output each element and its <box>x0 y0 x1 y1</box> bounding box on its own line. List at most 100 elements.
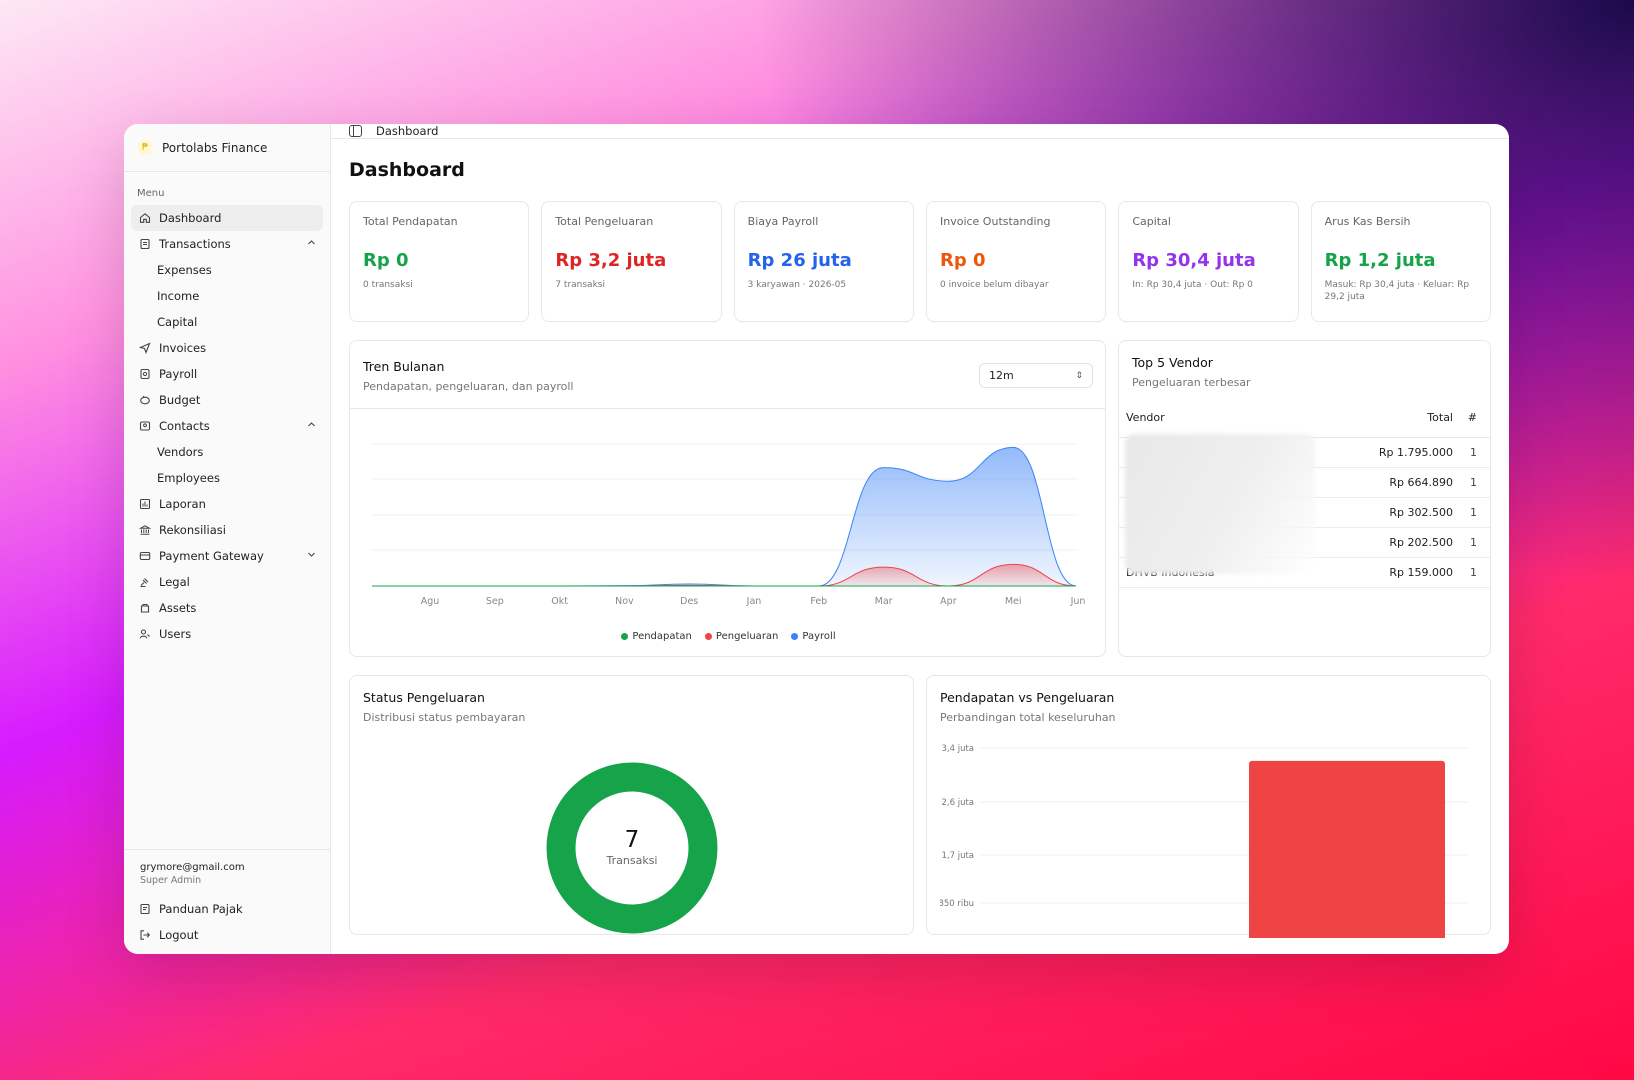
kpi-sub: 7 transaksi <box>555 280 605 290</box>
range-select-value: 12m <box>989 369 1014 382</box>
chevron-down-icon[interactable] <box>307 550 316 562</box>
y-tick-label: Rp 3,4 juta <box>940 744 974 754</box>
sidebar-item-assets[interactable]: Assets <box>131 595 323 621</box>
kpi-card-biaya-payroll: Biaya Payroll Rp 26 juta 3 karyawan · 20… <box>733 201 914 322</box>
donut-ring[interactable] <box>546 762 718 934</box>
status-subtitle: Distribusi status pembayaran <box>363 711 526 724</box>
vendor-count: 1 <box>1460 527 1490 558</box>
user-email[interactable]: grymore@gmail.com <box>140 862 245 873</box>
sidebar-item-panduan-pajak[interactable]: Panduan Pajak <box>131 896 323 922</box>
sidebar-item-label: Users <box>159 627 192 641</box>
x-tick-label: Feb <box>810 596 827 607</box>
sidebar-item-income[interactable]: Income <box>157 289 200 303</box>
series-area-pengeluaran[interactable] <box>372 564 1076 586</box>
trend-subtitle: Pendapatan, pengeluaran, dan payroll <box>363 380 574 393</box>
sidebar: ₱ Portolabs Finance Menu Dashboard Trans… <box>124 124 331 954</box>
bar-pengeluaran[interactable] <box>1249 760 1445 938</box>
sidebar-item-payment-gateway[interactable]: Payment Gateway <box>131 543 323 569</box>
sidebar-item-label: Panduan Pajak <box>159 902 243 916</box>
redaction-blur <box>1125 434 1315 574</box>
vendor-total: Rp 664.890 <box>1302 467 1460 498</box>
sidebar-item-rekonsiliasi[interactable]: Rekonsiliasi <box>131 517 323 543</box>
sidebar-item-logout[interactable]: Logout <box>131 922 323 948</box>
kpi-sub: 3 karyawan · 2026-05 <box>747 280 847 290</box>
kpi-title: Biaya Payroll <box>747 215 819 228</box>
sidebar-item-dashboard[interactable]: Dashboard <box>131 205 323 231</box>
x-tick-label: Jan <box>746 596 762 607</box>
kpi-value: Rp 30,4 juta <box>1132 250 1256 271</box>
pvp-chart: Rp 3,4 juta Rp 2,6 juta Rp 1,7 juta Rp 850 … <box>940 744 1468 938</box>
donut-value: 7 <box>625 827 640 853</box>
trend-card: Tren Bulanan Pendapatan, pengeluaran, da… <box>349 340 1106 657</box>
x-tick-label: Jun <box>1070 596 1086 607</box>
x-tick-label: Nov <box>615 596 634 607</box>
x-tick-label: Des <box>680 596 698 607</box>
box-icon <box>138 602 151 615</box>
trend-title: Tren Bulanan <box>363 359 445 374</box>
brand[interactable]: ₱ Portolabs Finance <box>124 124 330 172</box>
legend-item-payroll[interactable]: Payroll <box>791 631 836 642</box>
kpi-card-total-pendapatan: Total Pendapatan Rp 0 0 transaksi <box>349 201 530 322</box>
sidebar-item-users[interactable]: Users <box>131 621 323 647</box>
legend-item-pendapatan[interactable]: Pendapatan <box>621 631 692 642</box>
sidebar-item-budget[interactable]: Budget <box>131 387 323 413</box>
sidebar-item-employees[interactable]: Employees <box>157 471 220 485</box>
chevron-up-icon[interactable] <box>307 420 316 432</box>
x-tick-label: Sep <box>486 596 504 607</box>
sidebar-item-transactions[interactable]: Transactions <box>131 231 323 257</box>
kpi-row: Total Pendapatan Rp 0 0 transaksi Total … <box>349 201 1491 322</box>
series-area-payroll[interactable] <box>372 447 1076 586</box>
scale-icon <box>138 576 151 589</box>
sidebar-item-label: Logout <box>159 928 199 942</box>
pvp-subtitle: Perbandingan total keseluruhan <box>940 711 1116 724</box>
sidebar-nav: Dashboard Transactions Expenses Income C… <box>124 205 330 647</box>
sidebar-item-contacts[interactable]: Contacts <box>131 413 323 439</box>
payroll-icon <box>138 368 151 381</box>
sidebar-item-vendors[interactable]: Vendors <box>157 445 204 459</box>
y-tick-label: Rp 1,7 juta <box>940 851 974 861</box>
sidebar-item-label: Assets <box>159 601 197 615</box>
chevron-updown-icon: ⇕ <box>1075 370 1083 381</box>
sidebar-footer: grymore@gmail.com Super Admin Panduan Pa… <box>124 849 330 954</box>
status-title: Status Pengeluaran <box>363 690 485 705</box>
vendor-count: 1 <box>1460 557 1490 588</box>
sidebar-item-invoices[interactable]: Invoices <box>131 335 323 361</box>
send-icon <box>138 342 151 355</box>
sidebar-toggle-icon[interactable] <box>349 125 362 137</box>
sidebar-item-legal[interactable]: Legal <box>131 569 323 595</box>
sidebar-item-capital[interactable]: Capital <box>157 315 198 329</box>
trend-legend: Pendapatan Pengeluaran Payroll <box>350 631 1107 642</box>
piggy-bank-icon <box>138 394 151 407</box>
breadcrumb[interactable]: Dashboard <box>376 124 439 138</box>
range-select[interactable]: 12m ⇕ <box>979 363 1093 388</box>
user-role: Super Admin <box>140 875 202 886</box>
sidebar-item-label: Payroll <box>159 367 198 381</box>
contacts-icon <box>138 420 151 433</box>
top-vendor-card: Top 5 Vendor Pengeluaran terbesar Vendor… <box>1118 340 1491 657</box>
sidebar-item-expenses[interactable]: Expenses <box>157 263 212 277</box>
sidebar-item-laporan[interactable]: Laporan <box>131 491 323 517</box>
legend-label: Payroll <box>802 631 836 642</box>
vendor-total: Rp 159.000 <box>1302 557 1460 588</box>
sidebar-item-payroll[interactable]: Payroll <box>131 361 323 387</box>
vendor-count: 1 <box>1460 437 1490 468</box>
pvp-card: Pendapatan vs Pengeluaran Perbandingan t… <box>926 675 1491 938</box>
x-tick-label: Agu <box>421 596 440 607</box>
trend-header: Tren Bulanan Pendapatan, pengeluaran, da… <box>350 341 1105 409</box>
sidebar-item-label: Contacts <box>159 419 210 433</box>
kpi-sub: 0 transaksi <box>363 280 413 290</box>
legend-item-pengeluaran[interactable]: Pengeluaran <box>704 631 778 642</box>
pvp-title: Pendapatan vs Pengeluaran <box>940 690 1115 705</box>
bottom-row: Status Pengeluaran Distribusi status pem… <box>349 675 1491 938</box>
col-vendor: Vendor <box>1119 407 1303 438</box>
chevron-up-icon[interactable] <box>307 238 316 250</box>
kpi-sub: In: Rp 30,4 juta · Out: Rp 0 <box>1132 280 1253 290</box>
vendor-table-header: Vendor Total # <box>1119 407 1490 438</box>
bank-icon <box>138 524 151 537</box>
kpi-value: Rp 1,2 juta <box>1324 250 1436 271</box>
vendor-header: Top 5 Vendor Pengeluaran terbesar <box>1119 355 1490 389</box>
card-icon <box>138 550 151 563</box>
kpi-sub: 0 invoice belum dibayar <box>939 280 1049 290</box>
kpi-value: Rp 0 <box>363 250 409 271</box>
vendor-subtitle: Pengeluaran terbesar <box>1132 376 1251 389</box>
